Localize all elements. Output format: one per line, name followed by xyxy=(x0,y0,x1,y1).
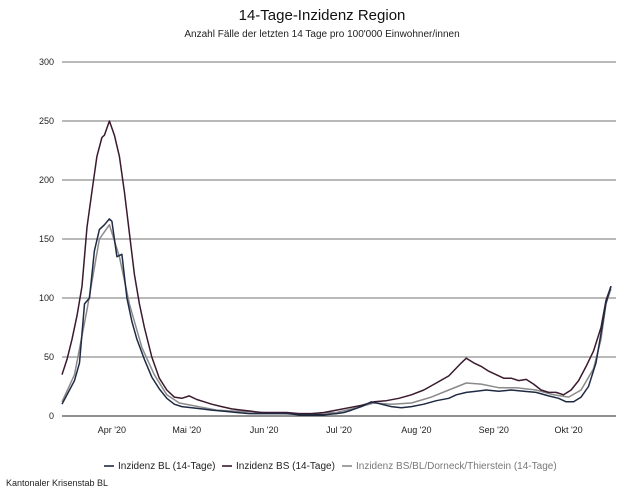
x-tick-label: Mai '20 xyxy=(172,425,201,435)
x-tick-label: Sep '20 xyxy=(479,425,509,435)
y-tick-label: 0 xyxy=(49,411,54,421)
y-tick-label: 200 xyxy=(39,175,54,185)
x-tick-label: Aug '20 xyxy=(401,425,431,435)
series-line-0 xyxy=(61,218,612,416)
y-tick-label: 150 xyxy=(39,234,54,244)
y-tick-label: 100 xyxy=(39,293,54,303)
series-line-1 xyxy=(61,120,612,415)
series-line-2 xyxy=(61,224,612,415)
y-tick-label: 50 xyxy=(44,352,54,362)
chart-title: 14-Tage-Inzidenz Region xyxy=(239,7,406,24)
legend-label-2: Inzidenz BS/BL/Dorneck/Thierstein (14-Ta… xyxy=(356,461,557,472)
series-lines xyxy=(61,120,612,416)
source-note: Kantonaler Krisenstab BL xyxy=(6,478,109,488)
y-axis-ticks: 0 50 100 150 200 250 300 xyxy=(39,57,54,421)
gridlines xyxy=(62,61,616,417)
x-tick-label: Apr '20 xyxy=(98,425,126,435)
y-tick-label: 300 xyxy=(39,57,54,67)
x-tick-label: Okt '20 xyxy=(554,425,582,435)
chart-subtitle: Anzahl Fälle der letzten 14 Tage pro 100… xyxy=(184,29,459,40)
x-tick-label: Jun '20 xyxy=(250,425,279,435)
x-axis-ticks: Apr '20 Mai '20 Jun '20 Jul '20 Aug '20 Sep '… xyxy=(98,425,583,435)
x-tick-label: Jul '20 xyxy=(326,425,352,435)
legend-label-1: Inzidenz BS (14-Tage) xyxy=(236,461,335,472)
legend: Inzidenz BL (14-Tage) Inzidenz BS (14-Tag… xyxy=(104,461,557,472)
y-tick-label: 250 xyxy=(39,116,54,126)
legend-label-0: Inzidenz BL (14-Tage) xyxy=(118,461,215,472)
